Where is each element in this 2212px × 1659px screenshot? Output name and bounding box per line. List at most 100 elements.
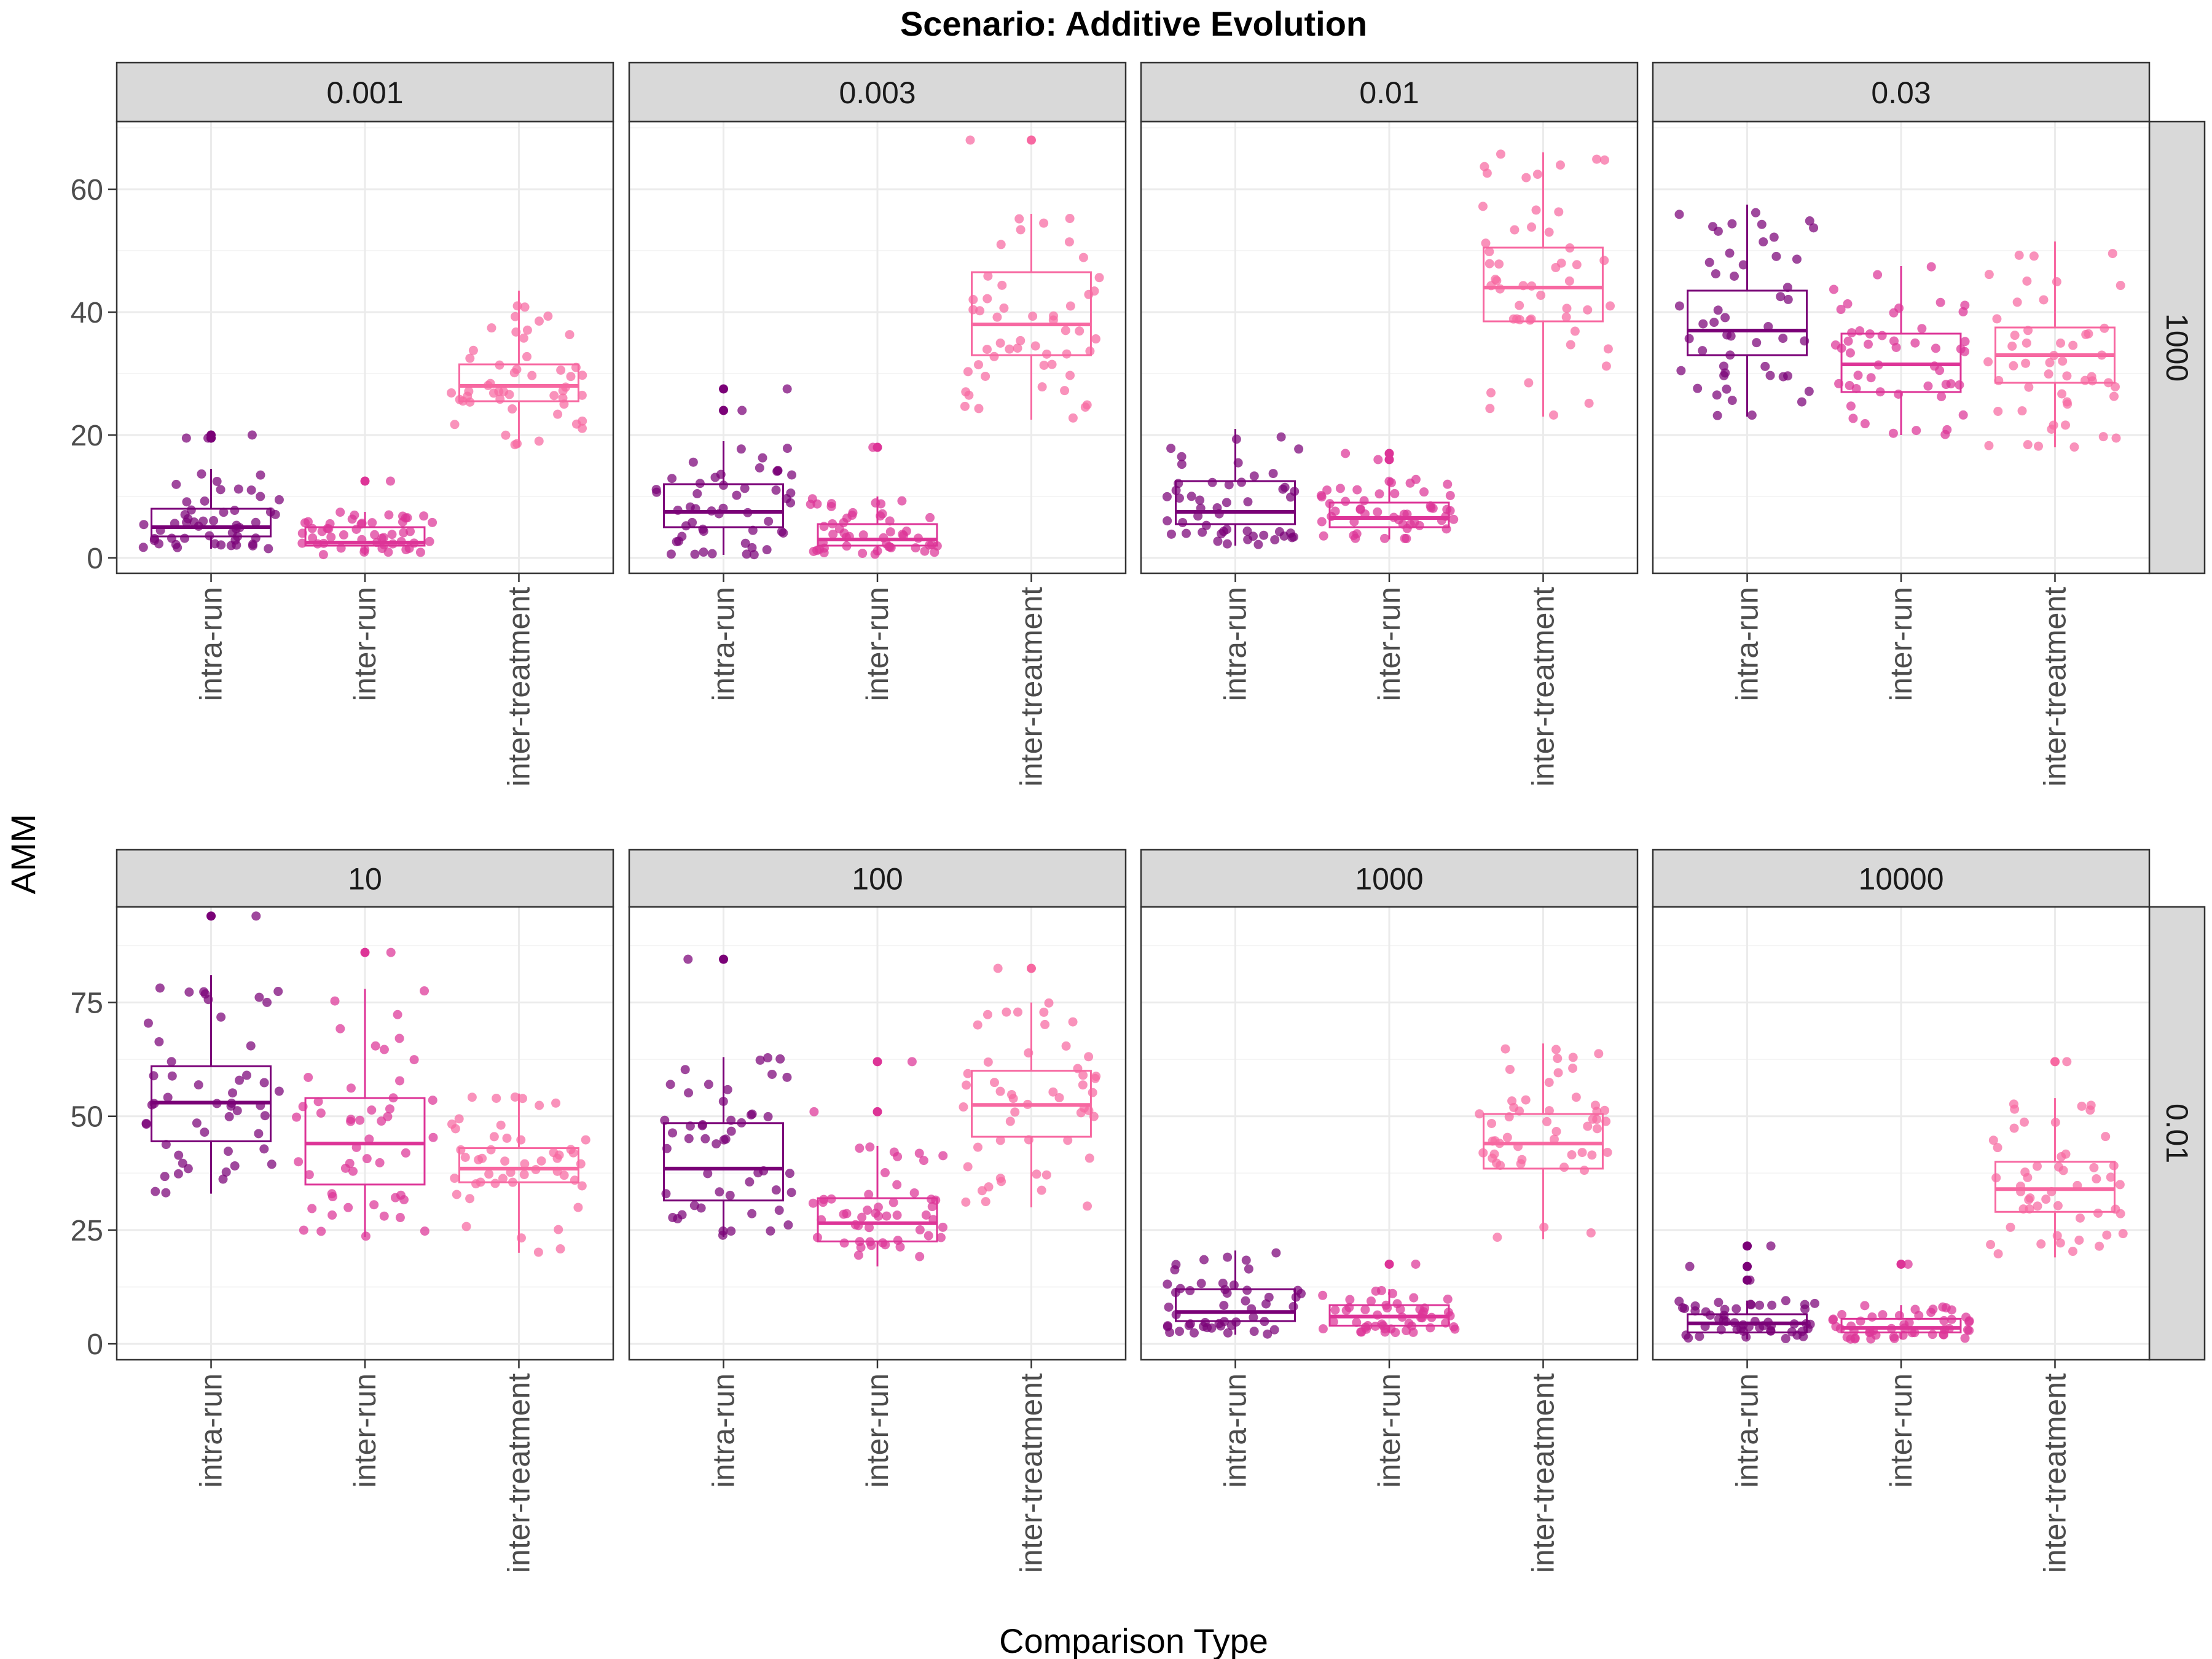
box-inter-treatment — [959, 963, 1101, 1211]
data-point — [819, 1194, 829, 1204]
data-point — [961, 1197, 971, 1207]
data-point — [1993, 406, 2003, 416]
data-point — [1804, 386, 1814, 396]
data-point — [1505, 1064, 1515, 1074]
data-point — [1226, 1320, 1236, 1330]
data-point — [968, 295, 978, 305]
data-point — [1288, 1301, 1298, 1311]
data-point — [1335, 484, 1345, 493]
data-point — [318, 550, 328, 560]
data-point — [1986, 1239, 1996, 1249]
data-point — [839, 1209, 849, 1219]
data-point — [388, 1093, 398, 1103]
data-point — [533, 1247, 543, 1257]
data-point — [327, 1189, 337, 1199]
outlier-point — [1743, 1261, 1752, 1271]
data-point — [267, 1159, 276, 1169]
data-point — [882, 1211, 892, 1221]
data-point — [723, 1084, 732, 1094]
data-point — [1865, 1328, 1875, 1338]
data-point — [1527, 222, 1537, 232]
data-point — [1328, 1317, 1338, 1327]
data-point — [965, 135, 975, 145]
data-point — [1712, 390, 1722, 400]
data-point — [1958, 410, 1968, 420]
data-point — [230, 1161, 240, 1171]
data-point — [1380, 533, 1390, 543]
data-point — [1291, 1292, 1301, 1302]
data-point — [1078, 1070, 1088, 1080]
data-point — [1594, 1049, 1604, 1059]
data-point — [2036, 1239, 2046, 1249]
data-point — [1834, 378, 1844, 388]
data-point — [999, 303, 1009, 313]
data-point — [1013, 1007, 1022, 1017]
data-point — [2007, 341, 2017, 351]
outlier-point — [1743, 1275, 1752, 1285]
data-point — [1016, 225, 1026, 235]
data-point — [1214, 509, 1224, 519]
data-point — [489, 1132, 499, 1142]
data-point — [1047, 359, 1057, 369]
data-point — [1926, 262, 1936, 272]
data-point — [1910, 1304, 1920, 1314]
data-point — [496, 1120, 506, 1130]
data-point — [747, 543, 757, 552]
data-point — [351, 1142, 361, 1152]
data-point — [1195, 495, 1205, 505]
data-point — [452, 1190, 461, 1199]
data-point — [1182, 528, 1191, 538]
data-point — [335, 1024, 345, 1033]
data-point — [806, 500, 815, 509]
data-point — [726, 1115, 736, 1125]
data-point — [1201, 520, 1211, 530]
data-point — [1792, 1330, 1802, 1340]
data-point — [228, 1088, 238, 1098]
data-point — [1443, 1294, 1453, 1304]
column-strip-label: 10 — [348, 862, 382, 896]
data-point — [1752, 338, 1762, 348]
data-point — [519, 1170, 529, 1180]
data-point — [2068, 1247, 2078, 1257]
data-point — [736, 444, 746, 454]
data-point — [212, 1099, 222, 1108]
data-point — [138, 543, 148, 552]
data-point — [718, 1230, 728, 1240]
data-point — [554, 1225, 563, 1234]
data-point — [1032, 1169, 1041, 1179]
data-point — [1579, 1166, 1589, 1175]
data-point — [927, 1194, 936, 1204]
data-point — [1268, 469, 1278, 479]
x-tick-label: inter-run — [348, 1373, 382, 1488]
data-point — [163, 1092, 173, 1102]
data-point — [1415, 1304, 1425, 1314]
data-point — [205, 531, 214, 541]
data-point — [1039, 1007, 1049, 1017]
data-point — [224, 1112, 234, 1121]
data-point — [155, 525, 165, 535]
box-intra-run — [651, 384, 797, 560]
data-point — [1198, 527, 1207, 537]
data-point — [684, 1134, 694, 1143]
data-point — [184, 987, 194, 997]
data-point — [1216, 1321, 1226, 1331]
data-point — [1809, 223, 1819, 233]
data-point — [1544, 1078, 1554, 1088]
data-point — [415, 547, 425, 557]
data-point — [339, 530, 348, 540]
data-point — [1271, 1248, 1281, 1258]
data-point — [170, 519, 179, 528]
data-point — [775, 1054, 785, 1064]
data-point — [297, 528, 307, 538]
data-point — [981, 1197, 990, 1207]
data-point — [2033, 1201, 2042, 1211]
data-point — [1065, 301, 1075, 311]
data-point — [516, 1135, 526, 1145]
data-point — [522, 325, 532, 335]
data-point — [512, 439, 522, 449]
data-point — [1089, 286, 1099, 296]
outlier-point — [1384, 455, 1394, 465]
data-point — [1288, 532, 1298, 542]
data-point — [1586, 1228, 1596, 1237]
data-point — [2100, 323, 2109, 333]
